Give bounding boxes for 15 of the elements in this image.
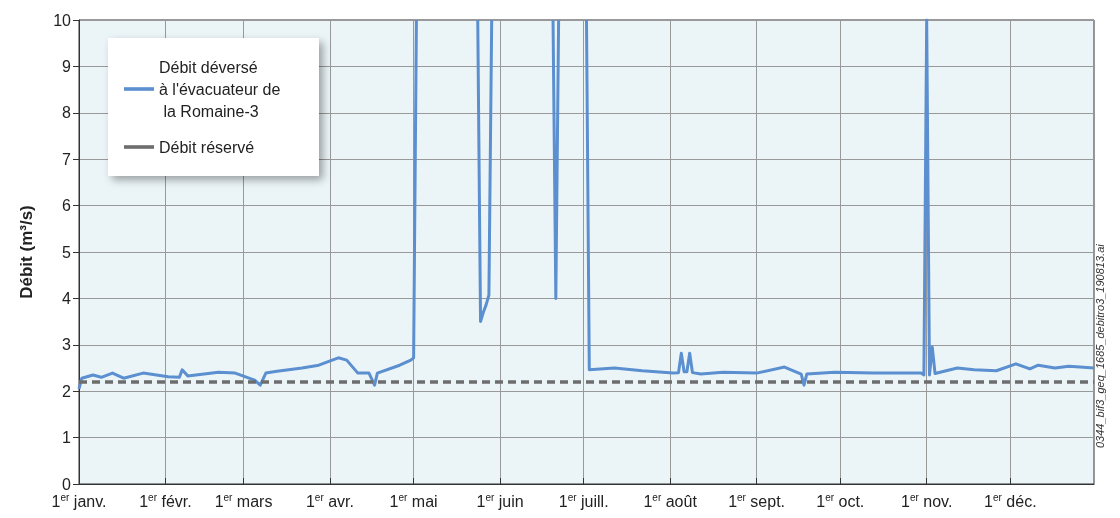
y-tick-label: 7 xyxy=(62,150,72,168)
y-tick-label: 4 xyxy=(62,289,72,307)
legend-label: Débit déversé à l'évacuateur de la Romaine-3 xyxy=(159,58,281,120)
legend-label: Débit réservé xyxy=(159,138,255,156)
y-axis-title: Débit (m³/s) xyxy=(17,205,36,299)
y-tick-label: 1 xyxy=(62,429,72,447)
y-tick-label: 9 xyxy=(62,57,72,75)
y-tick-label: 2 xyxy=(62,382,72,400)
y-tick-label: 5 xyxy=(62,243,72,261)
text: 0344_bif3_geq_1685_debitro3_190813.ai xyxy=(1094,243,1106,448)
y-tick-label: 10 xyxy=(53,11,72,29)
y-tick-label: 3 xyxy=(62,336,72,354)
y-tick-label: 6 xyxy=(62,197,72,215)
y-tick-label: 8 xyxy=(62,104,72,122)
y-tick-label: 0 xyxy=(62,475,72,493)
